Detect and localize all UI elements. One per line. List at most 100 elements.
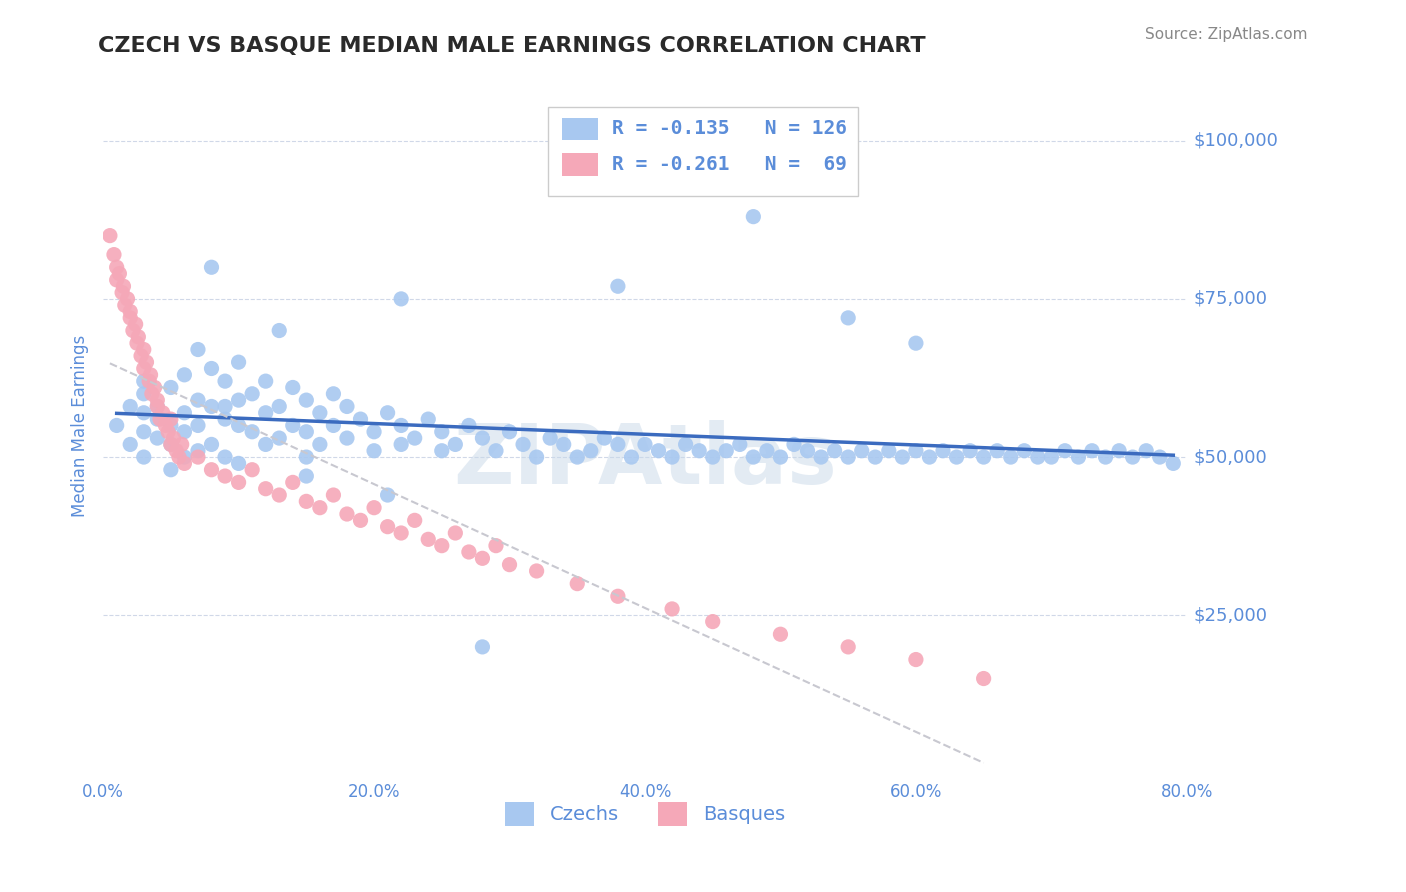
Point [120,310,142,325]
Point [132,343,155,357]
Point [240,425,263,439]
Point [865,450,887,464]
Point [579,443,602,458]
Point [162,431,184,445]
Point [269,488,291,502]
Text: ZIPAtlas: ZIPAtlas [453,420,837,500]
Point [254,437,277,451]
Point [214,400,236,414]
Point [471,551,494,566]
Point [187,418,209,433]
Point [593,431,616,445]
Point [281,380,304,394]
Legend: Czechs, Basques: Czechs, Basques [498,794,793,833]
Point [214,469,236,483]
Point [1081,443,1104,458]
Point [309,406,332,420]
Point [254,374,277,388]
Point [457,418,479,433]
Point [98,228,121,243]
Point [120,400,142,414]
Point [309,500,332,515]
Point [200,361,222,376]
Point [322,488,344,502]
Point [138,374,160,388]
Point [160,412,183,426]
Point [187,443,209,458]
Point [127,330,149,344]
Point [430,539,453,553]
Point [309,437,332,451]
Point [932,443,955,458]
Point [336,400,359,414]
Point [796,443,818,458]
Point [170,437,193,451]
Point [1108,443,1130,458]
Point [1026,450,1049,464]
Point [606,279,628,293]
Point [485,539,508,553]
Point [620,450,643,464]
Point [139,368,162,382]
Point [661,602,683,616]
Point [132,361,155,376]
Text: CZECH VS BASQUE MEDIAN MALE EARNINGS CORRELATION CHART: CZECH VS BASQUE MEDIAN MALE EARNINGS COR… [98,36,927,55]
Point [389,526,412,541]
Point [647,443,669,458]
Point [1135,443,1157,458]
Point [1149,450,1171,464]
Point [269,400,291,414]
Point [157,425,180,439]
Point [418,533,440,547]
Text: R = -0.261   N =  69: R = -0.261 N = 69 [612,154,846,174]
Point [295,393,318,408]
Point [132,386,155,401]
Point [146,393,169,408]
Point [160,418,183,433]
Point [141,386,163,401]
Point [526,564,548,578]
Point [1094,450,1116,464]
Text: $50,000: $50,000 [1194,448,1267,467]
Point [108,267,131,281]
Point [904,336,927,351]
Point [120,304,142,318]
Point [112,279,135,293]
Point [155,418,177,433]
Point [105,260,128,275]
Point [606,589,628,603]
Point [769,450,792,464]
Point [160,463,183,477]
Point [105,273,128,287]
Point [254,406,277,420]
Point [1040,450,1063,464]
Point [904,443,927,458]
Point [105,418,128,433]
Point [418,412,440,426]
Point [945,450,967,464]
Point [336,507,359,521]
Point [661,450,683,464]
Point [1161,457,1184,471]
Y-axis label: Median Male Earnings: Median Male Earnings [72,334,89,516]
Point [389,418,412,433]
Point [214,412,236,426]
Point [918,450,941,464]
Point [214,450,236,464]
Point [165,443,187,458]
Point [124,317,146,331]
Point [132,374,155,388]
Point [851,443,873,458]
Point [146,400,169,414]
Point [122,324,145,338]
Point [404,513,426,527]
Point [702,450,724,464]
Point [200,463,222,477]
Point [377,519,399,533]
Point [214,374,236,388]
Text: Source: ZipAtlas.com: Source: ZipAtlas.com [1144,27,1308,42]
Point [132,406,155,420]
Point [160,437,183,451]
Point [783,437,806,451]
Point [377,406,399,420]
